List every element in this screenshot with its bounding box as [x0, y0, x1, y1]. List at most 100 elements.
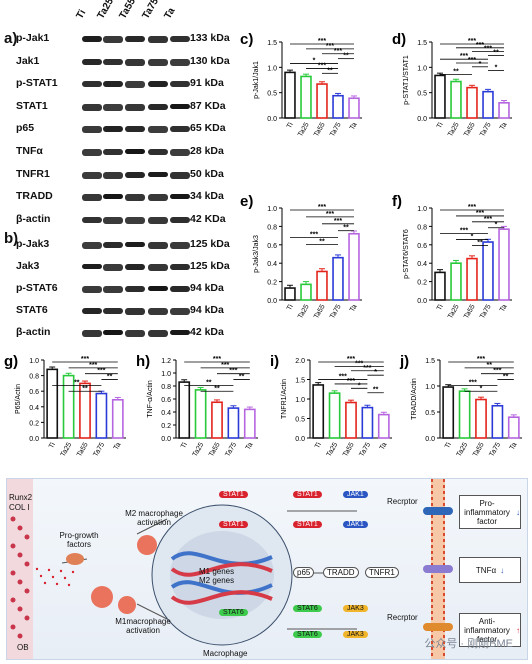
jak1-pill: JAK1	[343, 521, 368, 528]
significance-mark: *	[358, 382, 361, 389]
bar	[284, 287, 296, 301]
bar	[434, 271, 446, 301]
x-tick-label: Ta	[499, 121, 509, 131]
significance-mark: **	[453, 68, 459, 75]
blot-kda-label: 42 KDa	[190, 212, 226, 225]
y-tick-label: 0.6	[267, 243, 277, 250]
significance-mark: *	[374, 369, 377, 376]
blot-band	[103, 216, 123, 224]
x-tick-label: Ta55	[342, 441, 356, 458]
bar	[498, 228, 510, 301]
bar	[95, 392, 108, 439]
significance-mark: ***	[460, 228, 468, 235]
down-arrow-icon: ↓	[516, 507, 520, 517]
significance-mark: **	[214, 385, 220, 392]
m1-activation-label: M1macrophage activation	[115, 617, 171, 635]
blot-band	[148, 264, 168, 271]
significance-mark: *	[495, 222, 498, 229]
y-tick-label: 0.2	[161, 423, 171, 430]
y-axis-label: P65/Actin	[15, 384, 22, 414]
x-tick-label: Ta55	[208, 441, 222, 458]
blot-band	[170, 58, 190, 66]
y-axis-label: p-Jak3/Jak3	[253, 235, 260, 273]
blot-band	[82, 194, 102, 202]
blot-band	[103, 36, 123, 43]
significance-mark: ***	[347, 356, 355, 363]
blot-band	[103, 308, 123, 314]
significance-mark: ***	[81, 356, 89, 363]
panel-letter: i)	[270, 353, 279, 370]
marker-runx2: Runx2	[9, 493, 33, 502]
growth-factor-dot	[39, 574, 43, 578]
bar	[450, 262, 462, 301]
x-tick-label: Ti	[444, 441, 453, 450]
blot-band	[170, 330, 190, 335]
blot-band	[103, 58, 123, 65]
bar	[111, 398, 124, 439]
bar	[361, 406, 374, 439]
bar	[377, 413, 390, 439]
y-tick-label: 0.5	[425, 410, 435, 417]
x-tick-label: Ta75	[329, 121, 343, 138]
jak3-pill: JAK3	[343, 631, 368, 638]
bar	[348, 232, 360, 301]
blot-band	[125, 216, 145, 224]
significance-mark: ***	[484, 216, 492, 223]
blot-kda-label: 94 kDa	[190, 304, 224, 316]
bar	[348, 97, 360, 119]
significance-mark: ***	[326, 43, 334, 50]
significance-mark: ***	[468, 38, 476, 45]
y-tick-label: 0.4	[417, 261, 427, 268]
bone-dot	[17, 579, 23, 585]
m1-genes-label: M1 genes	[199, 567, 235, 576]
bar	[458, 390, 471, 439]
x-tick-label: Ta25	[326, 441, 340, 458]
bar	[491, 404, 504, 439]
tradd-node: TRADD	[323, 567, 359, 578]
anti-inflammatory-label: Anti-inflammatory factor	[464, 616, 510, 644]
x-tick-label: Ta75	[479, 121, 493, 138]
bar	[450, 80, 462, 119]
blot-band	[170, 81, 190, 88]
bar	[498, 102, 510, 119]
bar	[507, 416, 520, 439]
bar	[316, 270, 328, 301]
blot-band	[125, 103, 145, 111]
significance-mark: ***	[221, 362, 229, 369]
significance-mark: **	[327, 67, 333, 74]
x-tick-label: Ta25	[297, 121, 311, 138]
blot-band	[125, 264, 145, 270]
significance-mark: ***	[334, 48, 342, 55]
blot-band	[82, 171, 102, 179]
blot-kda-label: 94 kDa	[190, 282, 224, 294]
y-tick-label: 1.0	[29, 358, 39, 365]
x-tick-label: Ta55	[463, 303, 477, 320]
y-axis-label: TNF-α/Actin	[147, 380, 154, 418]
bone-dot	[10, 624, 16, 630]
blot-band	[82, 126, 102, 134]
x-tick-label: Ta75	[224, 441, 238, 458]
bar	[332, 94, 344, 119]
anti-inflammatory-box: Anti-inflammatory factor ↑	[459, 613, 521, 647]
blot-band	[103, 171, 123, 179]
y-tick-label: 0.8	[267, 224, 277, 231]
blot-protein-label: STAT6	[16, 304, 48, 316]
y-tick-label: 0.0	[417, 298, 427, 305]
receptor-top-label: Recrptor	[387, 497, 418, 506]
blot-kda-label: 65 KDa	[190, 122, 226, 135]
y-tick-label: 1.0	[267, 65, 277, 72]
blot-kda-label: 91 kDa	[190, 77, 224, 90]
x-tick-label: Ta25	[60, 441, 74, 458]
blot-band	[125, 36, 145, 42]
growth-factor-dot	[67, 583, 71, 587]
x-tick-label: Ta55	[463, 121, 477, 138]
x-tick-label: Ti	[436, 121, 445, 130]
blot-band	[125, 58, 145, 66]
blot-band	[170, 308, 190, 315]
m2-genes-label: M2 genes	[199, 576, 235, 585]
x-tick-label: Ti	[314, 441, 323, 450]
blot-band	[148, 36, 168, 43]
blot-band	[125, 242, 145, 247]
blot-protein-label: p-STAT1	[16, 77, 58, 90]
